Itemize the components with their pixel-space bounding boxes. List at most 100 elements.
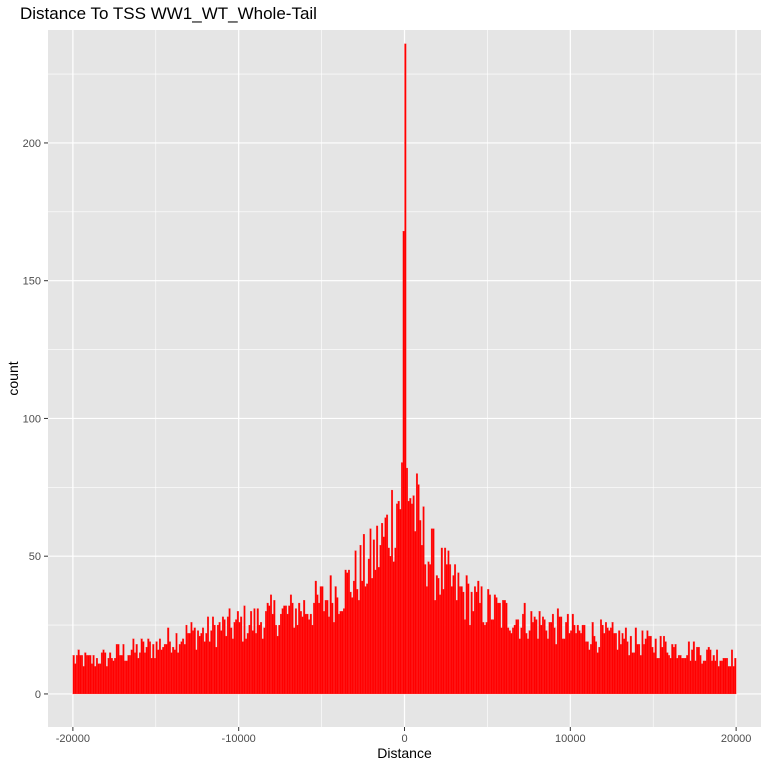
histogram-bar bbox=[619, 644, 622, 695]
histogram-bar bbox=[684, 658, 687, 695]
histogram-bar bbox=[470, 591, 473, 695]
histogram-bar bbox=[649, 635, 652, 695]
histogram-bar bbox=[333, 622, 335, 695]
histogram-bar bbox=[478, 602, 481, 695]
histogram-bar bbox=[86, 655, 88, 695]
histogram-bar bbox=[618, 630, 621, 695]
histogram-bar bbox=[588, 649, 591, 695]
y-tick-label: 150 bbox=[23, 276, 41, 288]
histogram-bar bbox=[532, 622, 534, 695]
histogram-bar bbox=[381, 523, 384, 695]
histogram-bar bbox=[447, 550, 450, 695]
histogram-bar bbox=[533, 616, 536, 695]
histogram-bar bbox=[432, 528, 435, 695]
histogram-bar bbox=[401, 462, 403, 695]
histogram-bar bbox=[520, 627, 523, 695]
histogram-bar bbox=[686, 655, 689, 695]
y-tick-label: 0 bbox=[35, 689, 41, 701]
histogram-bar bbox=[475, 591, 478, 695]
histogram-bar bbox=[595, 641, 597, 695]
histogram-bar bbox=[142, 641, 145, 695]
histogram-bar bbox=[168, 641, 171, 695]
histogram-bar bbox=[671, 644, 674, 695]
histogram-bar bbox=[180, 641, 183, 695]
histogram-bar bbox=[354, 550, 357, 695]
histogram-bar bbox=[157, 649, 160, 695]
histogram-bar bbox=[682, 658, 685, 695]
histogram-bar bbox=[319, 586, 322, 695]
histogram-bar bbox=[308, 619, 311, 695]
histogram-bar bbox=[344, 569, 347, 695]
histogram-bar bbox=[474, 586, 476, 695]
histogram-bar bbox=[261, 638, 264, 695]
histogram-bar bbox=[202, 627, 204, 695]
histogram-bar bbox=[173, 649, 176, 695]
histogram-bar bbox=[464, 619, 466, 695]
histogram-bar bbox=[459, 586, 462, 695]
histogram-bar bbox=[134, 652, 137, 695]
histogram-bar bbox=[210, 630, 213, 695]
histogram-bar bbox=[361, 580, 364, 695]
histogram-bar bbox=[313, 602, 316, 695]
histogram-bar bbox=[231, 638, 234, 695]
histogram-bar bbox=[286, 613, 289, 695]
histogram-bar bbox=[79, 655, 82, 695]
histogram-bar bbox=[663, 635, 665, 695]
histogram-bar bbox=[256, 608, 259, 695]
histogram-bar bbox=[198, 635, 201, 695]
histogram-bar bbox=[439, 594, 442, 695]
histogram-bar bbox=[611, 622, 614, 695]
histogram-bar bbox=[492, 619, 495, 695]
histogram-bar bbox=[600, 619, 602, 695]
histogram-bar bbox=[553, 627, 556, 695]
histogram-bar bbox=[561, 638, 564, 695]
histogram-bar bbox=[570, 630, 573, 695]
histogram-bar bbox=[346, 572, 349, 695]
histogram-bar bbox=[132, 638, 135, 695]
histogram-bar bbox=[691, 649, 694, 695]
histogram-bar bbox=[573, 624, 576, 695]
histogram-bar bbox=[230, 627, 233, 695]
histogram-bar bbox=[697, 646, 700, 695]
histogram-bar bbox=[152, 644, 155, 695]
histogram-bar bbox=[653, 652, 656, 695]
histogram-bar bbox=[677, 655, 680, 695]
histogram-bar bbox=[571, 613, 574, 695]
histogram-bar bbox=[112, 660, 115, 695]
histogram-bar bbox=[205, 633, 208, 695]
histogram-bar bbox=[550, 622, 553, 695]
histogram-bar bbox=[374, 569, 377, 695]
histogram-bar bbox=[289, 594, 292, 695]
histogram-bar bbox=[386, 514, 389, 695]
histogram-bar bbox=[389, 556, 392, 695]
histogram-bar bbox=[135, 644, 138, 695]
histogram-bar bbox=[543, 619, 546, 695]
histogram-bar bbox=[480, 586, 483, 695]
histogram-bar bbox=[271, 613, 274, 695]
histogram-bar bbox=[283, 605, 286, 695]
histogram-bar bbox=[505, 602, 508, 695]
x-tick-label: -20000 bbox=[56, 733, 90, 745]
histogram-bar bbox=[434, 600, 437, 695]
histogram-bar bbox=[721, 660, 723, 695]
histogram-bar bbox=[377, 567, 380, 695]
histogram-bar bbox=[318, 602, 321, 695]
histogram-bar bbox=[422, 506, 425, 695]
histogram-bar bbox=[241, 641, 244, 695]
histogram-bar bbox=[406, 467, 408, 695]
histogram-bar bbox=[692, 641, 695, 695]
histogram-bar bbox=[268, 605, 271, 695]
histogram-bar bbox=[581, 624, 584, 695]
histogram-bar bbox=[603, 633, 606, 695]
histogram-bar bbox=[727, 666, 730, 695]
histogram-bar bbox=[291, 602, 294, 695]
histogram-bar bbox=[288, 605, 291, 695]
histogram-bar bbox=[260, 622, 263, 695]
histogram-bar bbox=[646, 630, 649, 695]
x-tick-label: 10000 bbox=[555, 733, 586, 745]
histogram-bar bbox=[223, 619, 226, 695]
histogram-bar bbox=[97, 663, 100, 695]
histogram-bar bbox=[243, 605, 246, 695]
histogram-bar bbox=[661, 646, 664, 695]
